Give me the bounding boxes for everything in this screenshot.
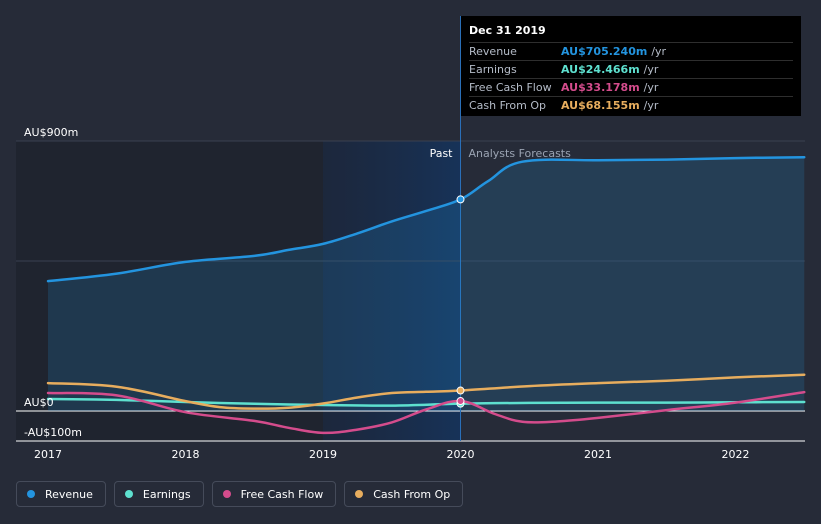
y-axis-label: -AU$100m [24, 426, 82, 439]
series-line-revenue [46, 155, 806, 283]
legend-dot-icon [355, 490, 364, 498]
x-tick-label: 2020 [447, 448, 475, 461]
legend-label: Revenue [45, 487, 93, 501]
period-label-forecast: Analysts Forecasts [469, 147, 572, 160]
tooltip-unit: /yr [651, 45, 667, 58]
tooltip-date: Dec 31 2019 [469, 24, 546, 37]
tooltip-value: AU$68.155m [561, 99, 640, 112]
series-line-earnings [46, 397, 806, 407]
legend-item-fcf[interactable]: Free Cash Flow [211, 481, 337, 507]
legend-dot-icon [124, 490, 133, 498]
tooltip-label: Free Cash Flow [469, 81, 552, 94]
tooltip-row-fcf: Free Cash Flow AU$33.178m /yr [469, 78, 793, 96]
period-label-past: Past [430, 147, 454, 160]
tooltip-label: Revenue [469, 45, 517, 58]
x-tick-label: 2017 [34, 448, 62, 461]
legend-dot-icon [27, 490, 35, 498]
legend-item-revenue[interactable]: Revenue [16, 481, 106, 507]
tooltip-value: AU$705.240m [561, 45, 648, 58]
marker-cfo [456, 386, 465, 395]
legend: Revenue Earnings Free Cash Flow Cash Fro… [16, 481, 464, 507]
tooltip-value: AU$24.466m [561, 63, 640, 76]
legend-label: Free Cash Flow [240, 487, 324, 501]
tooltip-unit: /yr [643, 99, 659, 112]
series-line-cfo [46, 373, 806, 410]
x-tick-label: 2021 [584, 448, 612, 461]
marker-fcf [456, 397, 465, 406]
tooltip-unit: /yr [643, 63, 659, 76]
x-tick-label: 2018 [172, 448, 200, 461]
series-line-fcf [46, 390, 806, 435]
x-tick-label: 2019 [309, 448, 337, 461]
tooltip-panel: Dec 31 2019 Revenue AU$705.240m /yr Earn… [461, 16, 801, 116]
tooltip-row-revenue: Revenue AU$705.240m /yr [469, 42, 793, 60]
legend-label: Earnings [142, 487, 191, 501]
tooltip-row-cfo: Cash From Op AU$68.155m /yr [469, 96, 793, 114]
tooltip-label: Earnings [469, 63, 517, 76]
y-axis-label: AU$900m [24, 126, 78, 139]
legend-item-cfo[interactable]: Cash From Op [344, 481, 464, 507]
tooltip-row-earnings: Earnings AU$24.466m /yr [469, 60, 793, 78]
legend-label: Cash From Op [373, 487, 451, 501]
past-region [16, 141, 323, 441]
x-tick-label: 2022 [722, 448, 750, 461]
tooltip-unit: /yr [643, 81, 659, 94]
legend-dot-icon [222, 490, 231, 498]
tooltip-label: Cash From Op [469, 99, 547, 112]
marker-revenue [456, 195, 465, 204]
tooltip-value: AU$33.178m [561, 81, 640, 94]
legend-item-earnings[interactable]: Earnings [113, 481, 204, 507]
y-axis-label: AU$0 [24, 396, 54, 409]
series-area-revenue [48, 157, 805, 411]
